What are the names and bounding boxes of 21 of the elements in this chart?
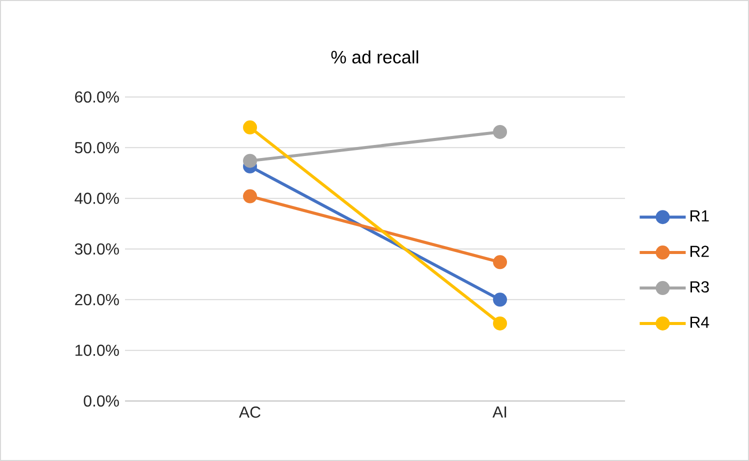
legend-label: R3 bbox=[690, 281, 709, 293]
x-tick-label: AC bbox=[238, 406, 260, 418]
y-tick-label: 40.0% bbox=[74, 192, 119, 204]
legend-label: R2 bbox=[690, 246, 709, 257]
point bbox=[243, 120, 258, 134]
y-tick-label: 0.0% bbox=[84, 395, 119, 407]
legend-label: R1 bbox=[690, 210, 709, 222]
y-tick-label: 50.0% bbox=[74, 142, 119, 154]
y-tick-label: 60.0% bbox=[75, 91, 119, 103]
point bbox=[493, 292, 508, 307]
point bbox=[493, 124, 508, 139]
y-tick-label: 10.0% bbox=[76, 344, 119, 356]
y-tick-label: 20.0% bbox=[75, 294, 119, 306]
chart-title: % ad recall bbox=[331, 50, 418, 64]
x-tick-label: AI bbox=[492, 406, 506, 418]
point bbox=[493, 255, 508, 270]
y-tick-label: 30.0% bbox=[74, 243, 119, 255]
legend-label: R4 bbox=[690, 316, 710, 328]
point bbox=[243, 154, 258, 168]
point bbox=[243, 189, 258, 204]
point bbox=[493, 316, 508, 330]
